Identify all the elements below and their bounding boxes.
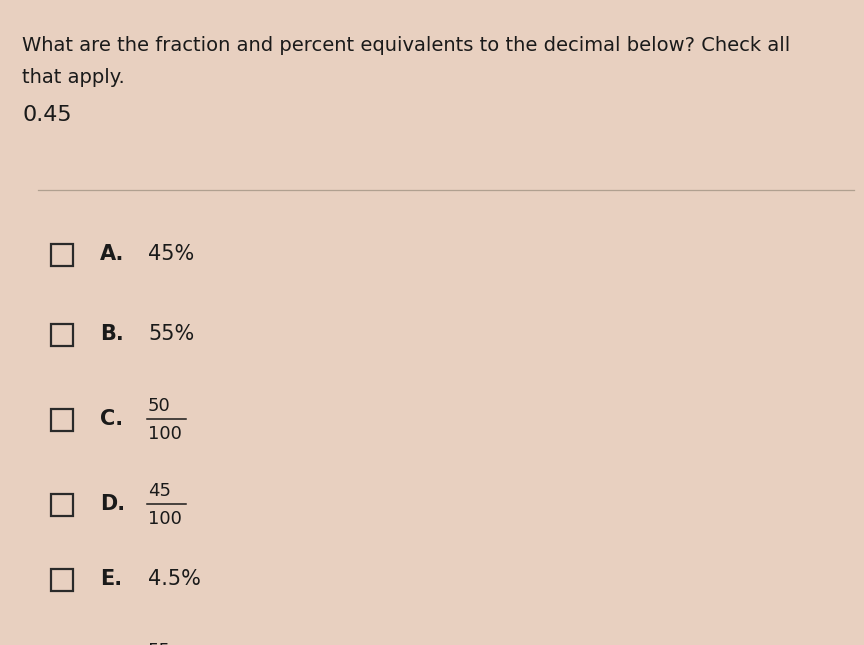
Text: C.: C. [100,409,124,429]
Text: 100: 100 [148,425,182,443]
Text: 4.5%: 4.5% [148,569,200,589]
Text: 55%: 55% [148,324,194,344]
Text: 45: 45 [148,482,171,500]
Text: 50: 50 [148,397,171,415]
Bar [51,494,73,516]
Text: D.: D. [100,494,125,514]
Bar [51,244,73,266]
Text: B.: B. [100,324,124,344]
Text: 45%: 45% [148,244,194,264]
Bar [51,569,73,591]
Text: A.: A. [100,244,124,264]
Text: E.: E. [100,569,122,589]
Text: 0.45: 0.45 [22,105,72,125]
Bar [51,324,73,346]
Text: What are the fraction and percent equivalents to the decimal below? Check all: What are the fraction and percent equiva… [22,36,791,55]
Bar [51,409,73,431]
Text: that apply.: that apply. [22,68,124,87]
Text: 55: 55 [148,642,171,645]
Text: 100: 100 [148,510,182,528]
